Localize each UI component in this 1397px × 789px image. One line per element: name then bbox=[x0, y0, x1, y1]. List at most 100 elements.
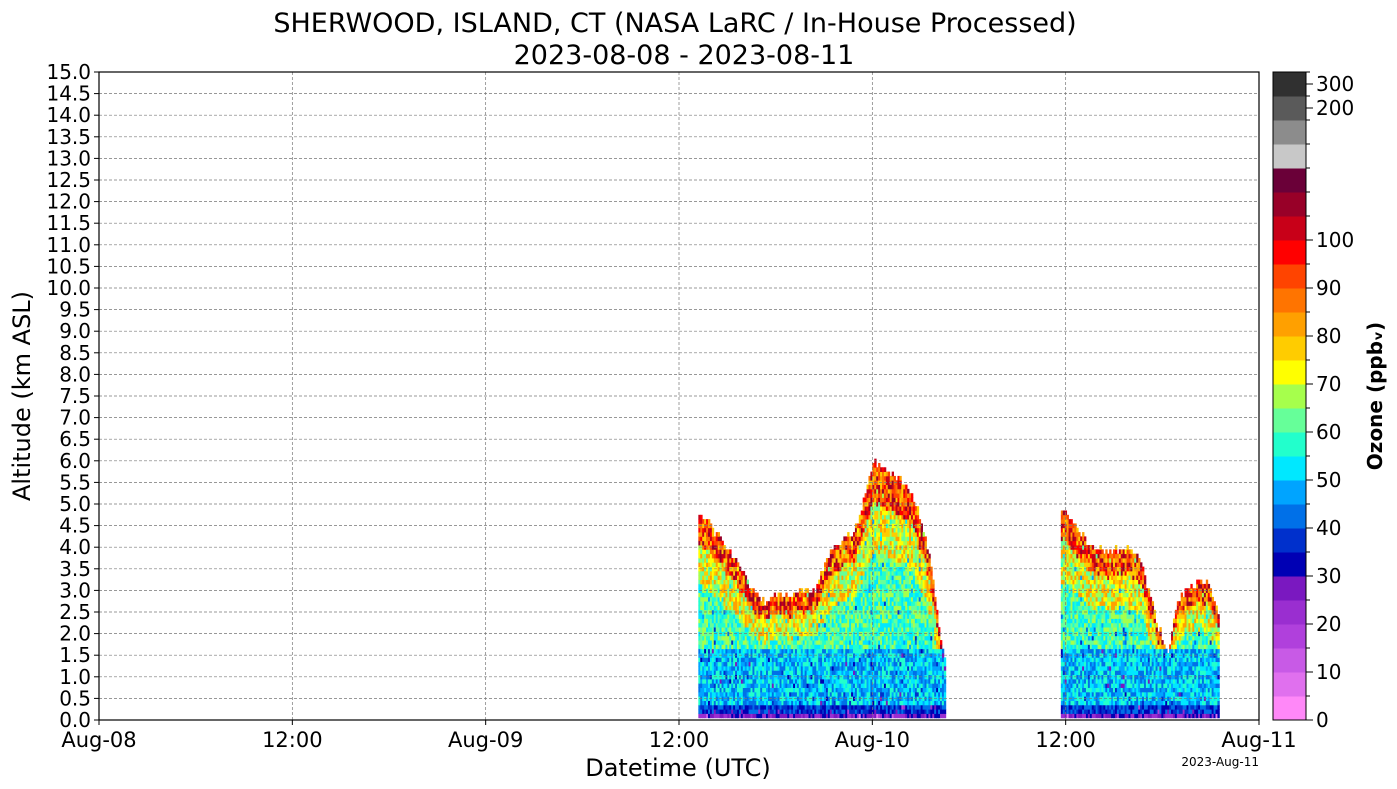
heatmap-cell bbox=[895, 575, 898, 580]
heatmap-cell bbox=[920, 549, 923, 555]
heatmap-cell bbox=[721, 609, 724, 615]
heatmap-cell bbox=[822, 592, 825, 598]
heatmap-cell bbox=[905, 596, 908, 602]
heatmap-cell bbox=[729, 678, 732, 684]
heatmap-cell bbox=[922, 605, 925, 611]
heatmap-cell bbox=[870, 592, 873, 598]
heatmap-cell bbox=[926, 666, 929, 671]
heatmap-cell bbox=[733, 570, 736, 576]
heatmap-cell bbox=[709, 558, 713, 563]
heatmap-cell bbox=[849, 635, 852, 641]
heatmap-cell bbox=[708, 670, 711, 676]
heatmap-cell bbox=[731, 644, 734, 650]
heatmap-cell bbox=[905, 627, 908, 632]
heatmap-cell bbox=[831, 635, 835, 641]
heatmap-cell bbox=[870, 687, 873, 693]
heatmap-cell bbox=[899, 532, 902, 537]
heatmap-cell bbox=[895, 601, 898, 606]
heatmap-cell bbox=[760, 627, 763, 632]
heatmap-cell bbox=[698, 704, 701, 710]
heatmap-cell bbox=[922, 588, 925, 593]
heatmap-cell bbox=[719, 640, 722, 645]
heatmap-cell bbox=[903, 592, 906, 598]
heatmap-cell bbox=[824, 627, 827, 632]
heatmap-cell bbox=[901, 575, 904, 580]
heatmap-cell bbox=[779, 657, 782, 663]
heatmap-cell bbox=[936, 614, 939, 619]
heatmap-cell bbox=[750, 666, 753, 671]
heatmap-cell bbox=[773, 648, 777, 654]
heatmap-cell bbox=[905, 497, 908, 503]
heatmap-cell bbox=[804, 618, 807, 624]
heatmap-cell bbox=[853, 536, 856, 542]
heatmap-cell bbox=[883, 661, 887, 667]
heatmap-cell bbox=[795, 648, 798, 654]
heatmap-cell bbox=[833, 713, 836, 719]
heatmap-cell bbox=[829, 687, 833, 693]
heatmap-cell bbox=[907, 588, 910, 593]
heatmap-cell bbox=[916, 648, 920, 654]
heatmap-cell bbox=[864, 519, 867, 524]
heatmap-cell bbox=[727, 627, 730, 632]
heatmap-cell bbox=[882, 691, 885, 697]
heatmap-cell bbox=[812, 704, 815, 710]
heatmap-cell bbox=[800, 678, 804, 684]
heatmap-cell bbox=[735, 691, 738, 697]
heatmap-cell bbox=[738, 618, 742, 624]
heatmap-cell bbox=[853, 596, 856, 602]
heatmap-cell bbox=[887, 622, 891, 628]
heatmap-cell bbox=[876, 579, 879, 585]
heatmap-cell bbox=[856, 696, 860, 701]
heatmap-cell bbox=[851, 627, 854, 632]
heatmap-cell bbox=[856, 622, 860, 628]
heatmap-cell bbox=[717, 661, 720, 667]
heatmap-cell bbox=[702, 579, 705, 585]
heatmap-cell bbox=[781, 635, 784, 641]
heatmap-cell bbox=[860, 657, 864, 663]
heatmap-cell bbox=[868, 519, 871, 524]
heatmap-cell bbox=[860, 644, 864, 650]
heatmap-cell bbox=[752, 631, 755, 637]
heatmap-cell bbox=[922, 657, 925, 663]
heatmap-cell bbox=[758, 713, 761, 719]
heatmap-cell bbox=[783, 709, 786, 714]
heatmap-cell bbox=[903, 596, 906, 602]
heatmap-cell bbox=[851, 640, 854, 645]
heatmap-cell bbox=[926, 700, 929, 706]
heatmap-cell bbox=[874, 562, 877, 568]
heatmap-cell bbox=[856, 562, 860, 568]
heatmap-cell bbox=[733, 700, 736, 706]
heatmap-cell bbox=[698, 709, 701, 714]
heatmap-cell bbox=[742, 678, 746, 684]
heatmap-cell bbox=[914, 640, 918, 645]
heatmap-cell bbox=[708, 640, 711, 645]
heatmap-cell bbox=[841, 566, 844, 572]
heatmap-cell bbox=[825, 588, 829, 593]
heatmap-cell bbox=[833, 614, 836, 619]
heatmap-cell bbox=[860, 687, 864, 693]
heatmap-cell bbox=[880, 583, 883, 589]
heatmap-cell bbox=[704, 614, 707, 619]
heatmap-cell bbox=[804, 678, 807, 684]
heatmap-cell bbox=[802, 704, 806, 710]
heatmap-cell bbox=[930, 583, 933, 589]
heatmap-cell bbox=[911, 614, 914, 619]
heatmap-cell bbox=[885, 592, 889, 598]
heatmap-cell bbox=[708, 549, 711, 555]
heatmap-cell bbox=[891, 553, 894, 559]
heatmap-cell bbox=[897, 527, 900, 533]
heatmap-cell bbox=[899, 683, 902, 688]
heatmap-cell bbox=[930, 601, 933, 606]
heatmap-cell bbox=[866, 540, 869, 546]
heatmap-cell bbox=[916, 579, 920, 585]
heatmap-cell bbox=[901, 519, 904, 524]
heatmap-cell bbox=[762, 700, 765, 706]
heatmap-cell bbox=[812, 691, 815, 697]
heatmap-cell bbox=[787, 635, 790, 641]
heatmap-cell bbox=[758, 657, 761, 663]
heatmap-cell bbox=[706, 691, 709, 697]
heatmap-cell bbox=[702, 532, 705, 537]
heatmap-cell bbox=[760, 661, 763, 667]
heatmap-cell bbox=[698, 592, 701, 598]
heatmap-cell bbox=[733, 618, 736, 624]
